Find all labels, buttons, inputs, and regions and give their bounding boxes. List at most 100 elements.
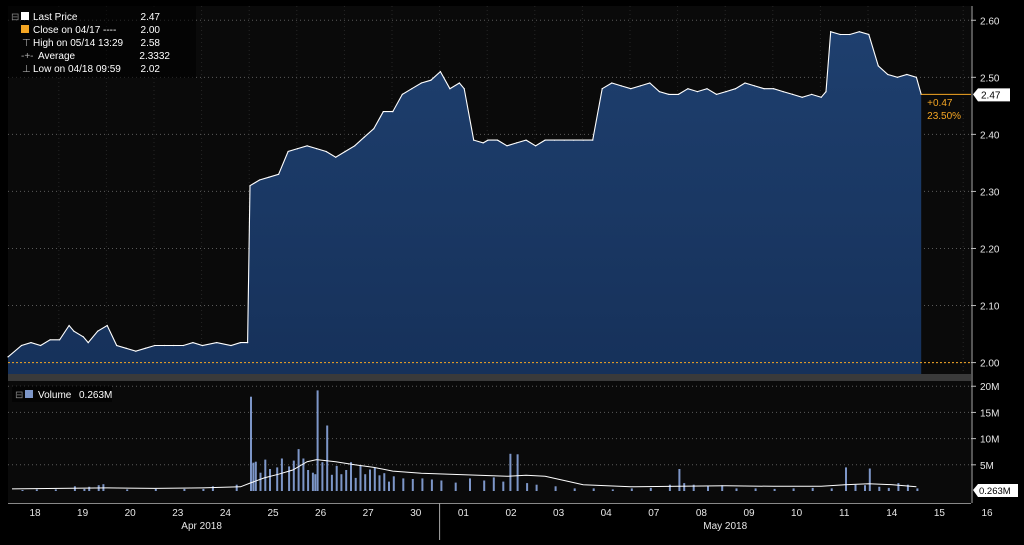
price-point (316, 148, 318, 150)
price-point (401, 93, 403, 95)
price-point (544, 139, 546, 141)
price-point (201, 344, 203, 347)
price-point (839, 33, 841, 36)
axis-divider (971, 6, 973, 503)
price-point (801, 96, 803, 98)
price-point (247, 342, 249, 344)
volume-bar (288, 466, 291, 491)
x-tick-label: 23 (172, 508, 184, 519)
volume-bar (378, 475, 381, 491)
price-point (144, 347, 146, 349)
price-point (297, 148, 299, 150)
volume-bar (392, 476, 395, 491)
price-y-tick-label: 2.60 (980, 16, 1000, 27)
price-point (725, 91, 727, 93)
volume-bar (302, 458, 305, 491)
legend-close-label: Close on 04/17 (33, 25, 101, 36)
price-y-tick-label: 2.50 (980, 73, 1000, 84)
price-point (458, 82, 460, 84)
last-price-tag: 2.47 (973, 88, 1010, 102)
volume-bar (350, 462, 352, 491)
price-point (573, 139, 575, 141)
price-point (811, 93, 813, 95)
legend-collapse-icon[interactable]: ⊟ (11, 12, 19, 23)
volume-legend-collapse-icon[interactable]: ⊟ (15, 390, 23, 401)
price-point (7, 356, 9, 358)
volume-bar (254, 461, 257, 491)
change-abs: +0.47 (927, 98, 953, 109)
price-point (40, 344, 42, 347)
price-point (439, 71, 441, 73)
volume-legend-label: Volume (38, 390, 72, 401)
price-point (82, 336, 84, 338)
price-point (525, 139, 527, 141)
volume-bar (330, 474, 333, 491)
x-tick-label: 01 (458, 508, 470, 519)
volume-bar (314, 474, 317, 491)
price-point (620, 85, 622, 87)
legend-high-value: 2.58 (141, 38, 161, 49)
price-point (373, 128, 375, 130)
price-point (335, 156, 337, 158)
price-point (173, 344, 175, 347)
price-point (182, 344, 184, 347)
volume-bar (276, 467, 279, 491)
volume-bar (202, 488, 205, 491)
price-point (668, 93, 670, 95)
price-point (20, 344, 23, 347)
price-point (582, 139, 584, 141)
change-pct: 23.50% (927, 111, 961, 122)
price-point (268, 176, 270, 178)
volume-bar (235, 484, 238, 491)
volume-bar (845, 467, 847, 491)
volume-bar (721, 485, 724, 491)
volume-bar (292, 460, 295, 491)
panel-divider[interactable] (8, 374, 971, 381)
price-point (915, 76, 918, 78)
x-tick-label: 20 (125, 508, 137, 519)
volume-bar (668, 484, 671, 491)
volume-bar (916, 488, 919, 491)
volume-bars-layer (11, 390, 919, 491)
volume-swatch (25, 390, 33, 398)
volume-bar (54, 489, 57, 491)
average-marker-icon: -+- (21, 51, 34, 62)
price-point (516, 142, 518, 144)
price-point (601, 88, 603, 90)
price-point (687, 88, 689, 90)
volume-bar (340, 474, 343, 491)
volume-bar (383, 473, 386, 491)
price-point (649, 82, 651, 84)
price-point (192, 342, 194, 344)
price-point (896, 76, 899, 78)
volume-bar (906, 484, 909, 491)
price-point (106, 324, 108, 327)
volume-bar (430, 479, 433, 491)
price-point (554, 139, 556, 141)
last-price-swatch (21, 12, 29, 20)
volume-bar (773, 488, 776, 491)
price-point (506, 145, 508, 147)
high-marker-icon: ⊤ (22, 38, 31, 49)
volume-bar (692, 484, 695, 491)
volume-bar (259, 472, 262, 491)
volume-tag: 0.263M (973, 484, 1018, 497)
price-point (754, 85, 756, 87)
volume-bar (707, 486, 709, 491)
volume-y-tick-label: 5M (980, 461, 994, 472)
volume-bar (440, 480, 443, 491)
price-point (116, 344, 118, 347)
price-point (125, 347, 127, 349)
price-point (715, 93, 718, 95)
legend-low-label: Low on 04/18 09:59 (33, 64, 121, 75)
price-point (482, 142, 484, 144)
x-tick-label: 03 (553, 508, 565, 519)
price-point (463, 88, 465, 90)
price-legend: ⊟ Last Price 2.47 Close on 04/17 ---- 2.… (8, 6, 196, 78)
price-point (744, 82, 746, 84)
price-point (258, 179, 261, 181)
volume-bar (421, 478, 424, 491)
volume-bar (311, 472, 314, 491)
volume-y-axis: 5M 10M 15M 20M (971, 382, 999, 472)
